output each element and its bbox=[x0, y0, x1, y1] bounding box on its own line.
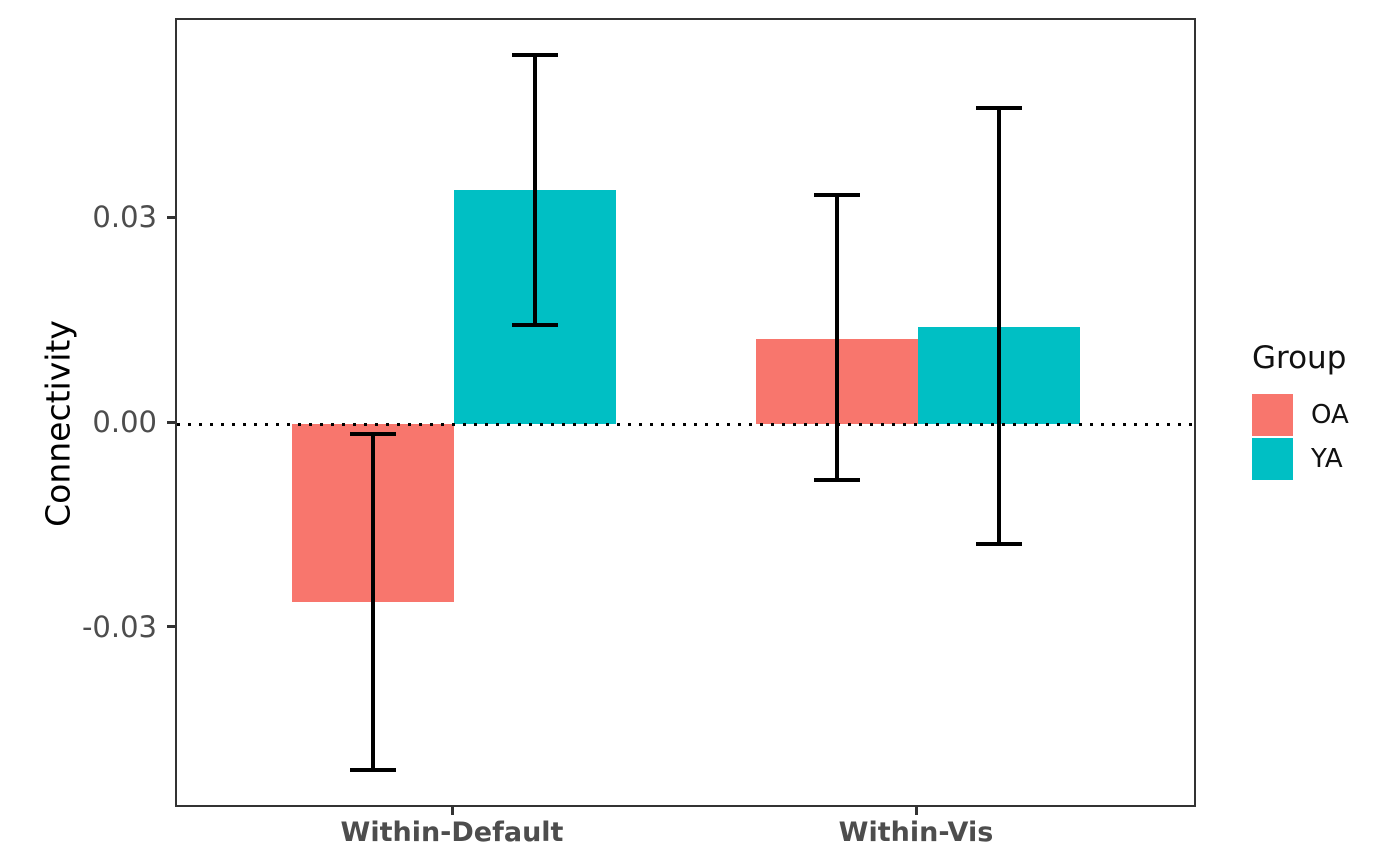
error-bar-cap-bottom-oa-within-vis bbox=[814, 478, 860, 483]
y-tick-label--0.03: -0.03 bbox=[81, 609, 157, 644]
error-bar-cap-bottom-ya-within-vis bbox=[976, 542, 1022, 547]
legend-entries: OA YA bbox=[1248, 394, 1349, 480]
y-tick-mark-0.00 bbox=[167, 420, 175, 424]
legend-swatch-ya bbox=[1252, 438, 1293, 480]
x-tick-label-within-default: Within-Default bbox=[340, 817, 564, 848]
error-bar-cap-bottom-oa-within-default bbox=[350, 767, 396, 772]
legend-entry-oa: OA bbox=[1248, 394, 1349, 436]
x-tick-mark-within-vis bbox=[914, 805, 918, 815]
error-bar-cap-top-ya-within-default bbox=[512, 53, 558, 58]
y-tick-label-0.00: 0.00 bbox=[92, 405, 157, 439]
y-tick-label-0.03: 0.03 bbox=[92, 200, 157, 234]
zero-reference-line bbox=[177, 422, 1194, 426]
legend-label-ya: YA bbox=[1311, 444, 1343, 474]
legend: Group OA YA bbox=[1248, 340, 1349, 482]
plot-panel bbox=[175, 18, 1196, 807]
error-bar-stem-ya-within-vis bbox=[997, 108, 1001, 545]
error-bar-cap-top-ya-within-vis bbox=[976, 106, 1022, 111]
legend-entry-ya: YA bbox=[1248, 438, 1349, 480]
error-bar-stem-oa-within-vis bbox=[835, 195, 839, 481]
y-tick-mark-0.03 bbox=[167, 215, 175, 219]
legend-label-oa: OA bbox=[1311, 400, 1349, 430]
legend-title: Group bbox=[1252, 340, 1347, 376]
error-bar-cap-top-oa-within-vis bbox=[814, 193, 860, 198]
error-bar-stem-oa-within-default bbox=[371, 434, 375, 770]
y-tick-mark--0.03 bbox=[167, 625, 175, 629]
error-bar-cap-top-oa-within-default bbox=[350, 432, 396, 437]
x-tick-mark-within-default bbox=[450, 805, 454, 815]
legend-swatch-oa bbox=[1252, 394, 1293, 436]
error-bar-cap-bottom-ya-within-default bbox=[512, 322, 558, 327]
x-tick-label-within-vis: Within-Vis bbox=[838, 817, 994, 848]
error-bar-stem-ya-within-default bbox=[533, 55, 537, 325]
